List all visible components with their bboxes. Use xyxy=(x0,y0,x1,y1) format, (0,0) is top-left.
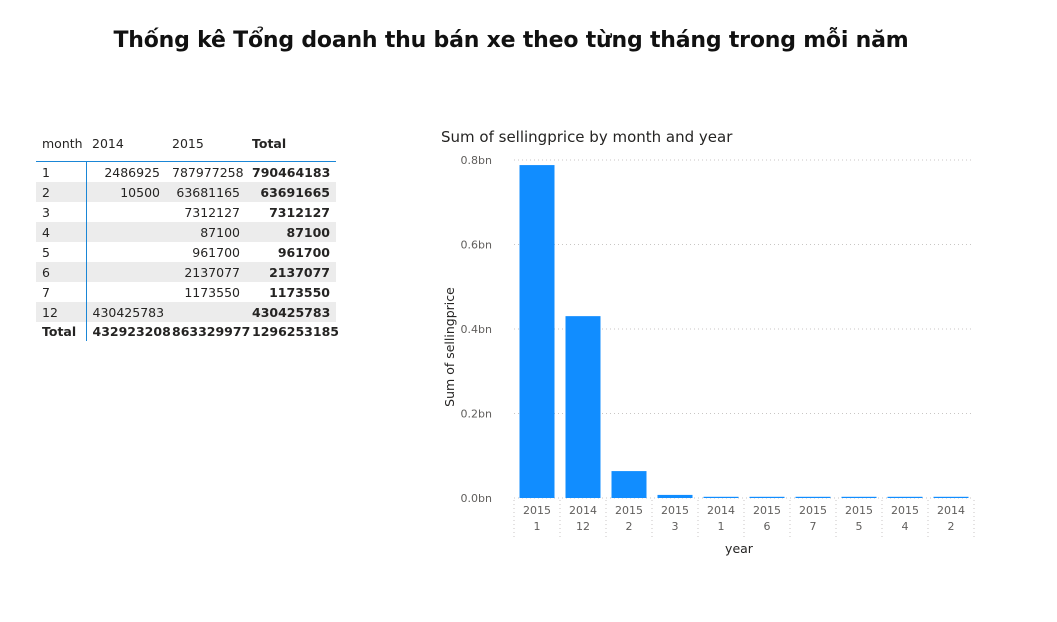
table-cell: 430425783 xyxy=(86,302,166,322)
table-cell xyxy=(166,302,246,322)
x-tick-month-label: 12 xyxy=(576,520,590,533)
row-header-month: 12 xyxy=(36,302,87,322)
bar[interactable] xyxy=(611,471,647,498)
y-tick-label: 0.2bn xyxy=(461,408,492,421)
x-tick-year-label: 2015 xyxy=(615,504,643,517)
y-tick-label: 0.4bn xyxy=(461,323,492,336)
bar[interactable] xyxy=(795,496,831,498)
bar[interactable] xyxy=(657,494,693,498)
bar[interactable] xyxy=(749,496,785,498)
row-header-month: 7 xyxy=(36,282,87,302)
table-row[interactable]: 1 2486925 787977258 790464183 xyxy=(36,161,336,182)
row-header-month: 5 xyxy=(36,242,87,262)
x-tick-year-label: 2015 xyxy=(523,504,551,517)
x-tick-month-label: 6 xyxy=(764,520,771,533)
row-header-month: 2 xyxy=(36,182,87,202)
row-total-cell: 7312127 xyxy=(269,204,330,220)
total-row-label: Total xyxy=(36,322,87,341)
table-cell xyxy=(86,242,166,262)
chart-title: Sum of sellingprice by month and year xyxy=(441,128,733,146)
x-tick-year-label: 2015 xyxy=(845,504,873,517)
bar[interactable] xyxy=(841,496,877,498)
table-cell: 2137077 xyxy=(166,262,246,282)
row-total-cell: 790464183 xyxy=(252,164,331,180)
bar[interactable] xyxy=(565,316,601,498)
y-tick-label: 0.0bn xyxy=(461,492,492,505)
bar[interactable] xyxy=(933,496,969,498)
table-row[interactable]: 6 2137077 2137077 xyxy=(36,262,336,282)
column-header-2014[interactable]: 2014 xyxy=(92,135,124,151)
table-cell xyxy=(86,202,166,222)
x-tick-month-label: 4 xyxy=(902,520,909,533)
table-cell xyxy=(86,282,166,302)
table-cell xyxy=(86,262,166,282)
x-axis-label: year xyxy=(725,541,754,556)
row-total-cell: 430425783 xyxy=(246,302,336,322)
grand-total-cell: 1296253185 xyxy=(252,324,339,339)
column-header-2015[interactable]: 2015 xyxy=(172,135,204,151)
row-total-cell: 1173550 xyxy=(269,284,330,300)
total-cell-2014: 432923208 xyxy=(92,324,171,339)
bar[interactable] xyxy=(519,165,555,499)
row-total-cell: 961700 xyxy=(277,244,330,260)
row-header-month: 1 xyxy=(36,161,87,182)
row-header-month: 6 xyxy=(36,262,87,282)
table-cell: 7312127 xyxy=(184,204,240,220)
row-header-month: 3 xyxy=(36,202,87,222)
y-tick-label: 0.6bn xyxy=(461,239,492,252)
column-header-total[interactable]: Total xyxy=(252,135,287,151)
bar[interactable] xyxy=(703,496,739,498)
table-cell: 2486925 xyxy=(104,164,160,180)
row-total-cell: 63691665 xyxy=(246,182,336,202)
table-cell: 1173550 xyxy=(184,284,240,300)
x-tick-month-label: 3 xyxy=(672,520,679,533)
x-tick-month-label: 1 xyxy=(534,520,541,533)
x-tick-year-label: 2015 xyxy=(753,504,781,517)
x-tick-year-label: 2015 xyxy=(661,504,689,517)
table-row[interactable]: 2 10500 63681165 63691665 xyxy=(36,182,336,202)
table-row[interactable]: 3 7312127 7312127 xyxy=(36,202,336,222)
matrix-table: month 2014 2015 Total 1 2486925 787977258 7… xyxy=(36,132,339,341)
y-tick-label: 0.8bn xyxy=(461,154,492,167)
table-cell: 787977258 xyxy=(172,164,244,180)
x-tick-year-label: 2015 xyxy=(799,504,827,517)
x-tick-month-label: 2 xyxy=(948,520,955,533)
table-cell: 10500 xyxy=(86,182,166,202)
table-row[interactable]: 12 430425783 430425783 xyxy=(36,302,336,322)
x-tick-year-label: 2014 xyxy=(569,504,597,517)
table-cell: 961700 xyxy=(192,244,240,260)
row-total-cell: 2137077 xyxy=(246,262,336,282)
total-cell-2015: 863329977 xyxy=(172,324,251,339)
page-title: Thống kê Tổng doanh thu bán xe theo từng… xyxy=(113,28,909,53)
x-tick-year-label: 2014 xyxy=(937,504,965,517)
row-total-cell: 87100 xyxy=(246,222,336,242)
x-tick-month-label: 7 xyxy=(810,520,817,533)
table-row[interactable]: 5 961700 961700 xyxy=(36,242,336,262)
table-cell: 63681165 xyxy=(166,182,246,202)
matrix-total-row: Total 432923208 863329977 1296253185 xyxy=(36,322,339,341)
x-tick-month-label: 5 xyxy=(856,520,863,533)
matrix-header-row: month 2014 2015 Total xyxy=(36,132,336,162)
table-row[interactable]: 4 87100 87100 xyxy=(36,222,336,242)
row-header-month: 4 xyxy=(36,222,87,242)
x-tick-month-label: 1 xyxy=(718,520,725,533)
x-tick-year-label: 2014 xyxy=(707,504,735,517)
x-tick-year-label: 2015 xyxy=(891,504,919,517)
y-axis-label: Sum of sellingprice xyxy=(442,287,457,407)
x-tick-month-label: 2 xyxy=(626,520,633,533)
table-row[interactable]: 7 1173550 1173550 xyxy=(36,282,336,302)
column-header-month[interactable]: month xyxy=(42,135,83,151)
bar[interactable] xyxy=(887,496,923,498)
table-cell: 87100 xyxy=(166,222,246,242)
table-cell xyxy=(86,222,166,242)
